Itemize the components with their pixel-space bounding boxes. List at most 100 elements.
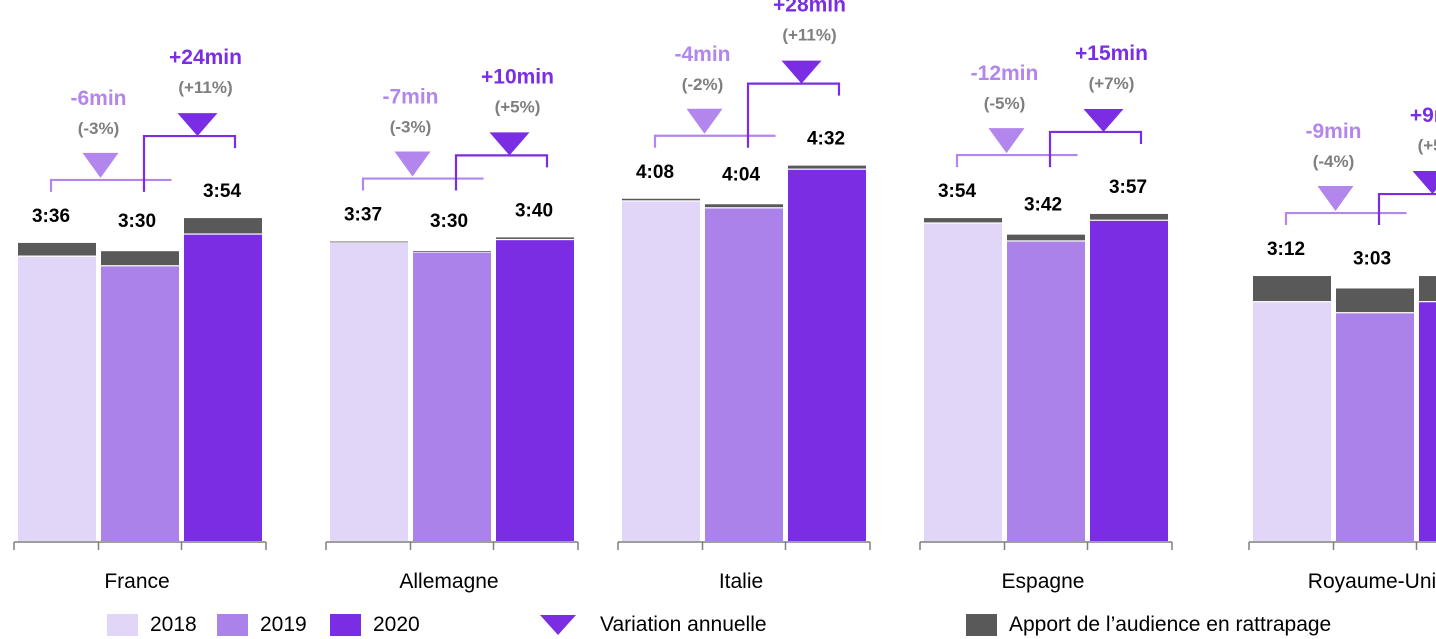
variation-delta-espagne-2019: -12min — [971, 62, 1039, 85]
bar-france-2020 — [184, 234, 262, 541]
category-label-espagne: Espagne — [1002, 570, 1085, 593]
variation-pct-royaume-uni-2019: (-4%) — [1313, 152, 1355, 171]
legend-label-2019: 2019 — [260, 612, 307, 636]
catchup-segment-france-2020 — [184, 218, 262, 234]
total-label-italie-2019: 4:04 — [722, 164, 760, 185]
total-label-espagne-2019: 3:42 — [1024, 195, 1062, 216]
variation-bracket-espagne-2020 — [1048, 130, 1143, 168]
total-label-allemagne-2020: 3:40 — [515, 200, 553, 221]
bar-allemagne-2018 — [330, 242, 408, 542]
variation-pct-france-2019: (-3%) — [78, 119, 120, 138]
bar-royaume-uni-2019 — [1336, 313, 1414, 541]
catchup-segment-italie-2019 — [705, 204, 783, 208]
catchup-segment-france-2018 — [18, 242, 96, 256]
total-label-allemagne-2019: 3:30 — [430, 211, 468, 232]
variation-bracket-espagne-2019 — [955, 153, 1078, 168]
legend-swatch-2018 — [107, 613, 138, 636]
variation-pct-italie-2019: (-2%) — [682, 75, 724, 94]
bar-espagne-2018 — [924, 223, 1002, 541]
catchup-segment-allemagne-2018 — [330, 241, 408, 243]
variation-bracket-royaume-uni-2019 — [1284, 211, 1407, 226]
legend-label-variation: Variation annuelle — [600, 612, 767, 636]
variation-pct-espagne-2020: (+7%) — [1089, 74, 1135, 93]
total-label-espagne-2020: 3:57 — [1109, 177, 1147, 198]
variation-triangle-icon-espagne-2019 — [988, 128, 1025, 154]
catchup-segment-italie-2020 — [788, 165, 866, 169]
total-label-italie-2020: 4:32 — [807, 129, 845, 150]
variation-delta-allemagne-2020: +10min — [481, 65, 554, 88]
variation-delta-italie-2019: -4min — [674, 43, 730, 66]
variation-bracket-allemagne-2020 — [454, 154, 549, 191]
catchup-segment-espagne-2019 — [1007, 234, 1085, 241]
catchup-segment-espagne-2018 — [924, 218, 1002, 223]
bar-italie-2019 — [705, 208, 783, 542]
variation-bracket-royaume-uni-2020 — [1377, 192, 1436, 226]
chart-legend: 2018 2019 2020 Variation annuelle Apport… — [0, 610, 1436, 639]
bar-allemagne-2020 — [496, 240, 574, 541]
bar-france-2018 — [18, 256, 96, 541]
variation-delta-royaume-uni-2020: +9min — [1410, 104, 1436, 127]
catchup-segment-allemagne-2019 — [413, 251, 491, 252]
category-label-royaume-uni: Royaume-Uni — [1308, 570, 1436, 593]
variation-pct-france-2020: (+11%) — [178, 78, 232, 97]
legend-item-2018: 2018 — [107, 610, 197, 639]
variation-triangle-icon-royaume-uni-2019 — [1317, 186, 1354, 212]
total-label-france-2020: 3:54 — [203, 181, 241, 202]
bar-france-2019 — [101, 266, 179, 541]
bar-italie-2020 — [788, 169, 866, 541]
catchup-segment-italie-2018 — [622, 198, 700, 201]
legend-item-2020: 2020 — [330, 610, 420, 639]
bar-royaume-uni-2020 — [1419, 302, 1436, 541]
catchup-segment-espagne-2020 — [1090, 213, 1168, 220]
bar-italie-2018 — [622, 201, 700, 541]
catchup-segment-royaume-uni-2018 — [1253, 276, 1331, 302]
variation-triangle-icon — [540, 614, 576, 635]
variation-triangle-icon-italie-2019 — [686, 108, 723, 134]
total-label-france-2019: 3:30 — [118, 211, 156, 232]
legend-label-catchup: Apport de l’audience en rattrapage — [1009, 612, 1332, 636]
bar-royaume-uni-2018 — [1253, 302, 1331, 541]
variation-bracket-france-2020 — [142, 134, 237, 192]
variation-triangle-icon-allemagne-2020 — [489, 132, 530, 156]
variation-triangle-icon-france-2020 — [177, 113, 218, 137]
legend-swatch-2019 — [217, 613, 248, 636]
variation-bracket-italie-2020 — [746, 82, 841, 148]
variation-delta-france-2019: -6min — [70, 87, 126, 110]
legend-swatch-catchup — [966, 613, 997, 636]
variation-delta-espagne-2020: +15min — [1075, 42, 1148, 65]
total-label-royaume-uni-2018: 3:12 — [1267, 239, 1305, 260]
total-label-italie-2018: 4:08 — [636, 162, 674, 183]
variation-pct-allemagne-2020: (+5%) — [495, 97, 541, 116]
legend-label-2020: 2020 — [373, 612, 420, 636]
legend-item-2019: 2019 — [217, 610, 307, 639]
bar-espagne-2019 — [1007, 241, 1085, 542]
legend-item-variation: Variation annuelle — [540, 610, 767, 639]
variation-pct-espagne-2019: (-5%) — [984, 94, 1026, 113]
variation-triangle-icon-france-2019 — [82, 152, 119, 178]
variation-triangle-icon-italie-2020 — [781, 60, 822, 84]
variation-delta-allemagne-2019: -7min — [382, 86, 438, 109]
variation-delta-royaume-uni-2019: -9min — [1305, 120, 1361, 143]
variation-bracket-allemagne-2019 — [361, 177, 484, 191]
total-label-espagne-2018: 3:54 — [938, 181, 976, 202]
legend-label-2018: 2018 — [150, 612, 197, 636]
catchup-segment-allemagne-2020 — [496, 237, 574, 239]
total-label-royaume-uni-2019: 3:03 — [1353, 248, 1391, 269]
legend-swatch-2020 — [330, 613, 361, 636]
total-label-france-2018: 3:36 — [32, 206, 70, 227]
variation-bracket-italie-2019 — [653, 134, 776, 148]
catchup-segment-royaume-uni-2019 — [1336, 288, 1414, 313]
total-label-allemagne-2018: 3:37 — [344, 205, 382, 226]
legend-item-catchup: Apport de l’audience en rattrapage — [966, 610, 1331, 639]
variation-pct-allemagne-2019: (-3%) — [390, 118, 432, 137]
variation-delta-france-2020: +24min — [169, 46, 242, 69]
category-label-italie: Italie — [719, 570, 763, 593]
catchup-segment-france-2019 — [101, 251, 179, 266]
variation-triangle-icon-royaume-uni-2020 — [1412, 171, 1436, 195]
variation-pct-royaume-uni-2020: (+5%) — [1418, 136, 1436, 155]
catchup-segment-royaume-uni-2020 — [1419, 276, 1436, 302]
variation-triangle-icon-allemagne-2019 — [394, 151, 431, 177]
category-label-allemagne: Allemagne — [399, 570, 498, 593]
bar-allemagne-2019 — [413, 252, 491, 541]
